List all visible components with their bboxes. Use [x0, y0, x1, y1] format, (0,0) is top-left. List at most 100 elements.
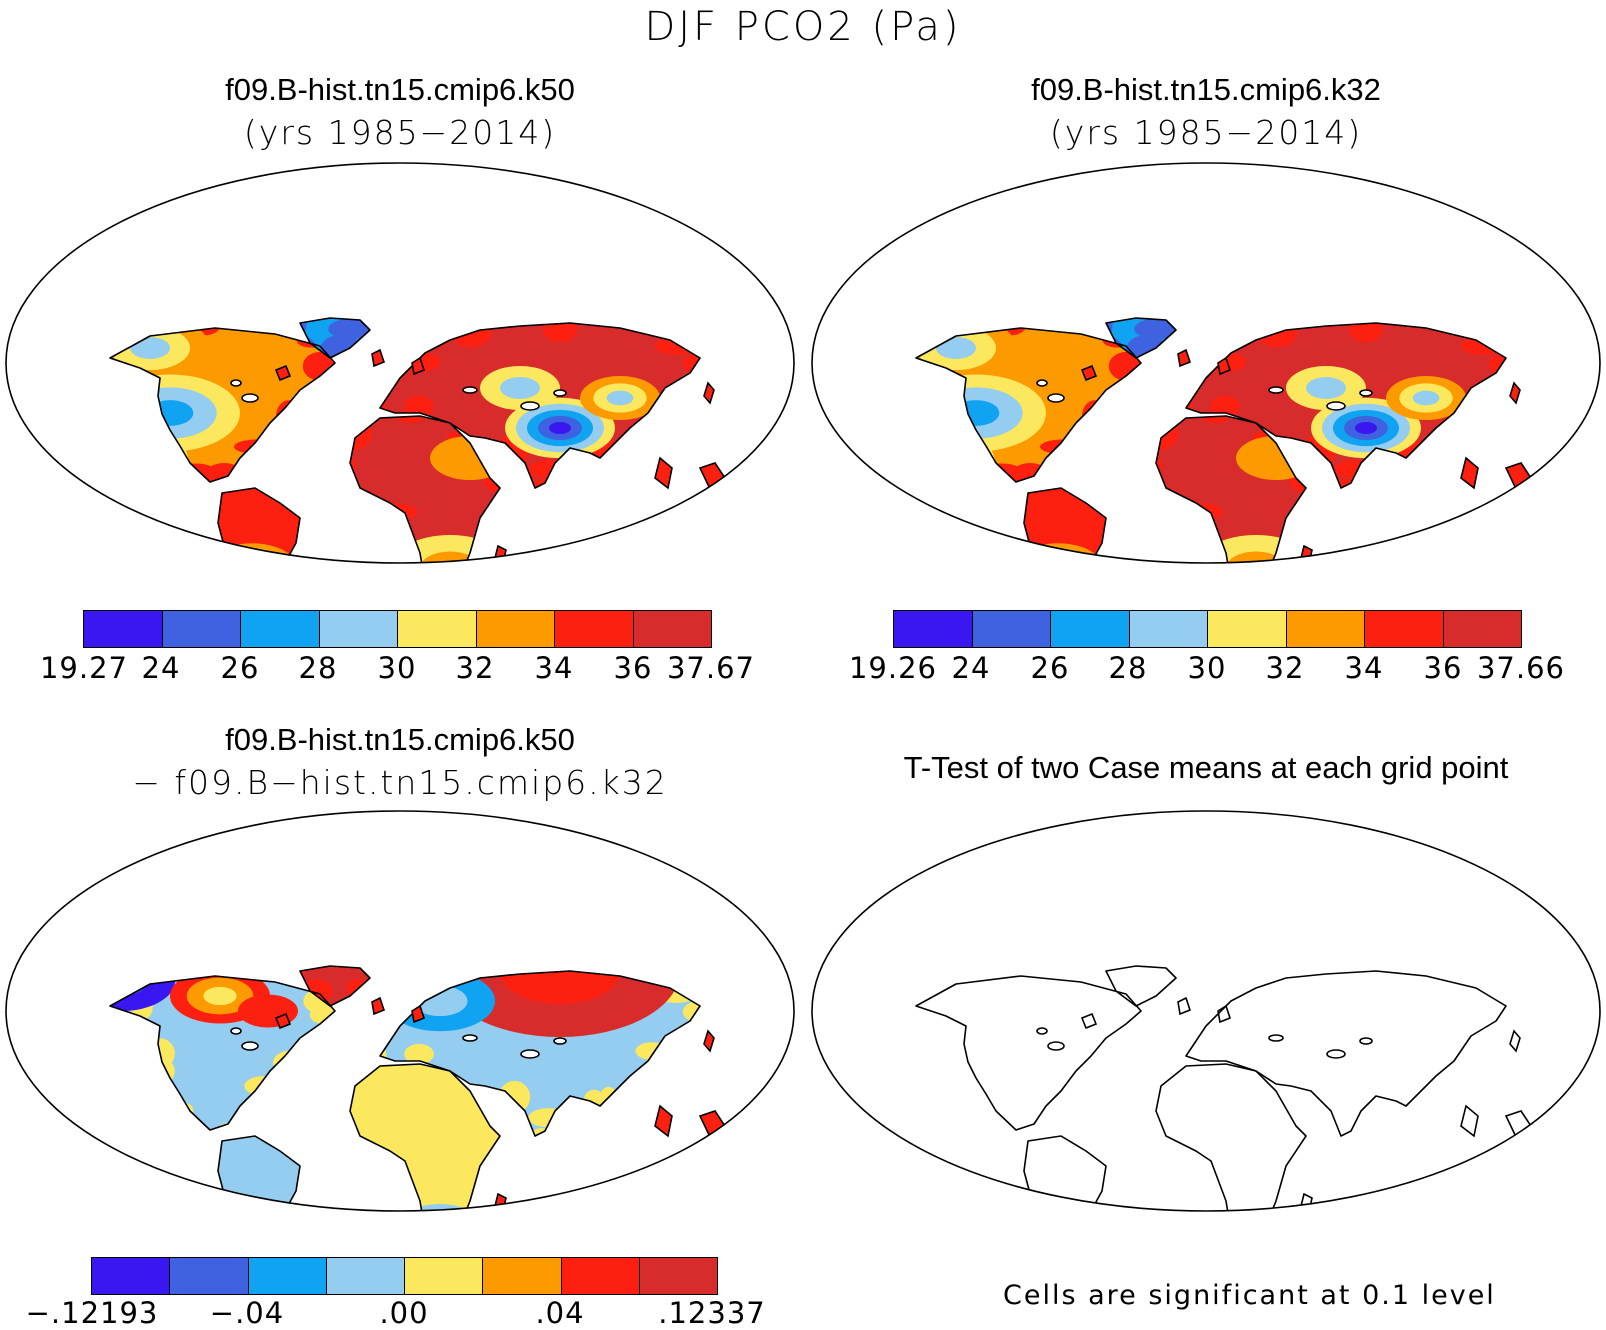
field-patch: [1049, 563, 1067, 568]
panel3-map: [5, 810, 795, 1212]
field-patch: [225, 553, 279, 563]
colorbar-box: [1443, 611, 1521, 647]
panel2-cb-label: 19.26: [848, 651, 938, 685]
coastline: [1023, 487, 1107, 563]
island-outline: [703, 1029, 715, 1053]
colorbar-box: [555, 611, 634, 647]
ocean: [812, 811, 1600, 1211]
colorbar-box: [248, 1258, 327, 1294]
coastline: [915, 975, 1142, 1131]
panel1-cb-label: 19.27: [39, 651, 129, 685]
coastline: [1105, 317, 1177, 359]
lake-outline: [1268, 1034, 1284, 1042]
land-sa: [218, 488, 300, 563]
island-outline: [654, 456, 673, 490]
field-patch: [1306, 377, 1346, 399]
field-patch: [1484, 537, 1511, 563]
coastline: [614, 532, 706, 563]
field-patch: [606, 390, 634, 406]
panel1-cb-label: 24: [141, 651, 181, 685]
panel1-map: [5, 162, 795, 568]
lake-outline: [1326, 401, 1346, 411]
field-patch: [678, 537, 705, 563]
land-au: [615, 1181, 705, 1211]
field-patch: [1459, 533, 1485, 553]
coastline: [109, 975, 336, 1131]
colorbar-box: [894, 611, 973, 647]
panel2-title: f09.B-hist.tn15.cmip6.k32: [1031, 72, 1381, 107]
field-patch: [1349, 323, 1383, 343]
colorbar-box: [633, 611, 711, 647]
colorbar-box: [1129, 611, 1208, 647]
colorbar-box: [1365, 611, 1444, 647]
lake-outline: [1359, 1037, 1373, 1045]
lake-outline: [553, 1037, 567, 1045]
field-patch: [543, 323, 577, 343]
panel1-colorbar: [83, 610, 712, 648]
colorbar-box: [561, 1258, 640, 1294]
colorbar-box: [639, 1258, 717, 1294]
island-outline: [1080, 364, 1098, 382]
land-au: [1421, 1181, 1511, 1216]
island-outline: [1217, 356, 1231, 376]
island-outline: [371, 348, 385, 368]
land-au: [615, 533, 705, 563]
coastline: [217, 1135, 301, 1211]
panel2-cb-label: 26: [1030, 651, 1070, 685]
coastline: [109, 327, 336, 483]
colorbar-box: [92, 1258, 171, 1294]
coastline: [614, 1180, 706, 1211]
panel2-cb-label: 37.66: [1476, 651, 1566, 685]
field-patch: [440, 971, 680, 1037]
land-af: [350, 1064, 500, 1211]
panel4-title: T-Test of two Case means at each grid po…: [903, 750, 1509, 785]
colorbar-box: [972, 611, 1051, 647]
panel1-cb-label: 30: [377, 651, 417, 685]
panel3-cb-label: −.12193: [25, 1296, 159, 1330]
figure-title: DJF PCO2 (Pa): [644, 4, 962, 50]
map-border: [5, 162, 795, 564]
lake-outline: [1047, 1041, 1065, 1051]
map-border: [811, 162, 1601, 564]
colorbar-box: [162, 611, 241, 647]
field-patch: [1355, 421, 1377, 435]
map-border: [811, 810, 1601, 1212]
lake-outline: [1047, 393, 1065, 403]
coastline: [217, 487, 301, 563]
island-outline: [1080, 1012, 1098, 1030]
island-outline: [1460, 456, 1479, 490]
field-patch: [243, 563, 261, 568]
island-outline: [1509, 1029, 1521, 1053]
lake-outline: [241, 1041, 259, 1051]
island-outline: [1509, 381, 1521, 405]
panel2-colorbar: [893, 610, 1522, 648]
field-patch: [500, 971, 620, 1004]
island-outline: [411, 1004, 425, 1024]
colorbar-box: [1208, 611, 1287, 647]
island-outline: [371, 996, 385, 1016]
coastline: [1023, 1135, 1107, 1211]
panel1-cb-label: 26: [220, 651, 260, 685]
lake-outline: [230, 1027, 242, 1035]
panel1-cb-label: 32: [455, 651, 495, 685]
panel1-title: f09.B-hist.tn15.cmip6.k50: [225, 72, 575, 107]
colorbar-box: [84, 611, 163, 647]
field-patch: [615, 550, 629, 563]
lake-outline: [1326, 1049, 1346, 1059]
panel2-cb-label: 24: [951, 651, 991, 685]
colorbar-box: [170, 1258, 249, 1294]
colorbar-box: [241, 611, 320, 647]
panel1-cb-label: 36: [613, 651, 653, 685]
coastline: [379, 970, 701, 1137]
panel3-subtitle: − f09.B−hist.tn15.cmip6.k32: [132, 763, 668, 802]
coastline: [1420, 1180, 1512, 1211]
field-patch: [309, 1005, 335, 1025]
lake-outline: [520, 401, 540, 411]
colorbar-box: [398, 611, 477, 647]
panel2-cb-label: 34: [1344, 651, 1384, 685]
field-patch: [936, 337, 976, 359]
field-patch: [653, 533, 679, 553]
island-outline: [654, 1104, 673, 1138]
field-patch: [500, 377, 540, 399]
panel3-cb-label: −.04: [209, 1296, 285, 1330]
